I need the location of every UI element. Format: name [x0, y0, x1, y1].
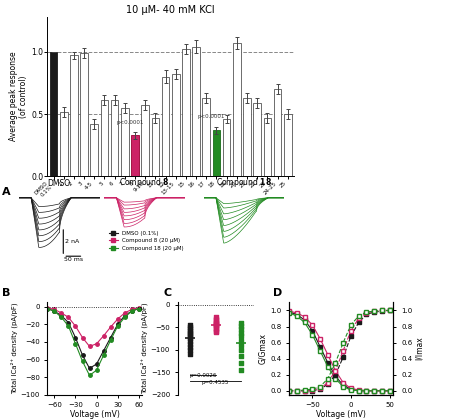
Y-axis label: Total ICa²⁺ density (pA/pF): Total ICa²⁺ density (pA/pF): [10, 303, 18, 394]
Point: [212, 322, 219, 329]
Point: [237, 337, 245, 344]
Bar: [111, 100, 118, 176]
Point: [187, 326, 194, 333]
Text: p<0.0001: p<0.0001: [116, 120, 144, 125]
Bar: [223, 119, 230, 176]
Title: Compound $\bf{8}$: Compound $\bf{8}$: [119, 176, 170, 189]
Point: [237, 323, 245, 330]
Point: [187, 333, 194, 339]
Point: [237, 319, 245, 326]
Point: [237, 367, 245, 373]
Bar: [254, 103, 261, 176]
Bar: [182, 49, 190, 176]
Point: [212, 328, 219, 334]
Point: [187, 324, 194, 331]
Text: 50 ms: 50 ms: [64, 257, 83, 262]
Bar: [121, 108, 128, 176]
Bar: [70, 55, 78, 176]
Text: C: C: [164, 288, 172, 298]
Bar: [213, 130, 220, 176]
Text: 2 nA: 2 nA: [65, 239, 79, 244]
Text: B: B: [2, 288, 11, 298]
Title: DMSO: DMSO: [48, 179, 71, 188]
Point: [212, 314, 219, 320]
Y-axis label: Total ICa²⁺ density (pA/pF): Total ICa²⁺ density (pA/pF): [140, 303, 148, 394]
Point: [187, 329, 194, 336]
Bar: [152, 118, 159, 176]
Title: 10 μM- 40 mM KCl: 10 μM- 40 mM KCl: [127, 5, 215, 15]
Point: [187, 341, 194, 347]
Point: [187, 337, 194, 344]
Bar: [202, 98, 210, 176]
Bar: [274, 89, 282, 176]
Text: p<0.0001: p<0.0001: [198, 114, 225, 119]
Bar: [60, 112, 67, 176]
Point: [187, 346, 194, 353]
Text: p=0.0026: p=0.0026: [189, 373, 217, 378]
Point: [212, 320, 219, 327]
Point: [212, 325, 219, 331]
Bar: [172, 74, 180, 176]
Y-axis label: Average peak response
(of control): Average peak response (of control): [9, 52, 28, 142]
Bar: [162, 76, 169, 176]
Point: [187, 351, 194, 357]
X-axis label: Voltage (mV): Voltage (mV): [70, 410, 120, 419]
Point: [212, 318, 219, 325]
Point: [212, 321, 219, 328]
Text: D: D: [273, 288, 282, 298]
Legend: DMSO (0.1%), Compound 8 (20 μM), Compound 18 (20 μM): DMSO (0.1%), Compound 8 (20 μM), Compoun…: [107, 228, 186, 253]
Point: [187, 328, 194, 334]
Point: [237, 326, 245, 333]
Text: A: A: [2, 187, 11, 197]
Bar: [131, 135, 139, 176]
Point: [237, 360, 245, 367]
Point: [187, 322, 194, 328]
Point: [212, 319, 219, 326]
Bar: [192, 47, 200, 176]
Point: [212, 316, 219, 323]
Point: [212, 317, 219, 324]
X-axis label: Voltage (mV): Voltage (mV): [316, 410, 366, 419]
Bar: [91, 124, 98, 176]
Bar: [284, 114, 292, 176]
Y-axis label: G/Gmax: G/Gmax: [258, 333, 267, 364]
Point: [237, 353, 245, 360]
Bar: [243, 98, 251, 176]
Bar: [233, 43, 241, 176]
Point: [212, 328, 219, 335]
Point: [187, 344, 194, 351]
Point: [237, 342, 245, 349]
Point: [187, 335, 194, 342]
Point: [237, 346, 245, 353]
Bar: [80, 53, 88, 176]
Point: [212, 326, 219, 333]
Bar: [264, 118, 271, 176]
Point: [237, 329, 245, 336]
Text: p=0.4535: p=0.4535: [202, 380, 229, 385]
Point: [212, 323, 219, 330]
Bar: [50, 52, 57, 176]
Point: [187, 331, 194, 337]
Title: Compound $\bf{18}$: Compound $\bf{18}$: [216, 176, 272, 189]
Y-axis label: I/Imax: I/Imax: [415, 337, 424, 360]
Bar: [100, 100, 108, 176]
Point: [237, 333, 245, 339]
Bar: [141, 105, 149, 176]
